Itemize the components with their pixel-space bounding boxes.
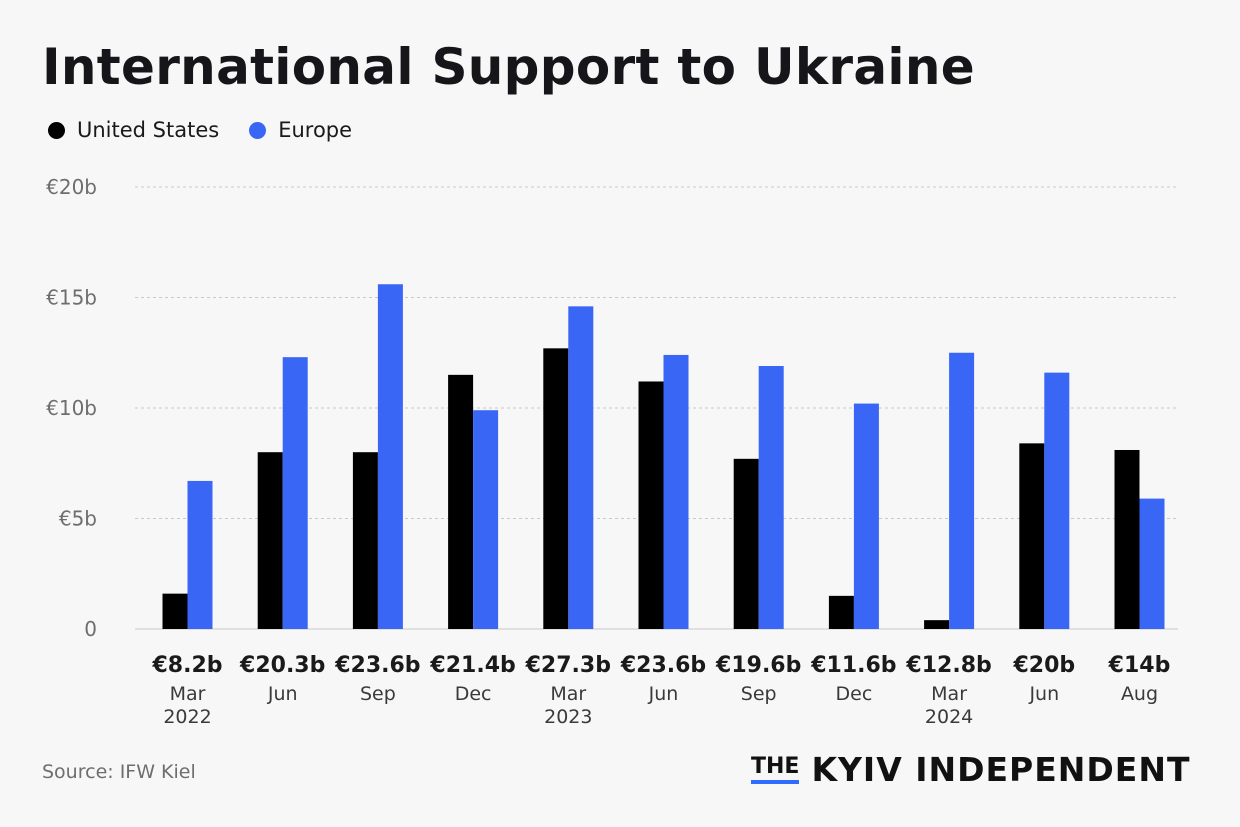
y-tick-label: 0	[84, 617, 97, 641]
legend: United States Europe	[48, 118, 352, 142]
bar-us	[162, 593, 188, 629]
category-total-label: €11.6b	[810, 653, 896, 678]
bar-europe	[1139, 498, 1165, 629]
source-note: Source: IFW Kiel	[42, 761, 196, 783]
bar-us	[352, 452, 378, 629]
category-month-label: Mar	[931, 683, 967, 705]
bar-europe	[663, 354, 689, 629]
category-month-label: Sep	[360, 683, 396, 705]
legend-label-us: United States	[77, 118, 220, 142]
bar-europe	[568, 306, 594, 629]
bar-europe	[377, 284, 403, 629]
category-month-label: Aug	[1121, 683, 1158, 705]
bar-us	[257, 452, 283, 629]
category-total-label: €23.6b	[620, 653, 706, 678]
category-month-label: Sep	[741, 683, 777, 705]
legend-label-europe: Europe	[278, 118, 353, 142]
y-tick-label: €20b	[46, 175, 97, 199]
category-month-label: Jun	[1028, 683, 1059, 705]
category-year-label: 2024	[925, 706, 973, 728]
category-month-label: Mar	[170, 683, 206, 705]
category-year-label: 2023	[544, 706, 592, 728]
category-month-label: Dec	[836, 683, 873, 705]
category-total-label: €12.8b	[905, 653, 991, 678]
bar-europe	[282, 357, 308, 629]
category-total-label: €23.6b	[334, 653, 420, 678]
bar-us	[1114, 449, 1140, 629]
bar-europe	[949, 352, 975, 629]
brand-logo: THE KYIV INDEPENDENT	[751, 752, 1190, 788]
legend-dot-us-icon	[48, 121, 65, 139]
category-month-label: Dec	[455, 683, 492, 705]
category-month-label: Jun	[648, 683, 679, 705]
bar-us	[448, 374, 474, 629]
category-total-label: €27.3b	[525, 653, 611, 678]
y-tick-label: €15b	[46, 286, 97, 310]
category-total-label: €20.3b	[239, 653, 325, 678]
bar-us	[638, 381, 664, 629]
bar-us	[924, 620, 950, 629]
bar-us	[733, 458, 759, 629]
category-total-label: €14b	[1108, 653, 1171, 678]
category-total-label: €20b	[1012, 653, 1075, 678]
category-total-label: €19.6b	[715, 653, 801, 678]
category-month-label: Mar	[550, 683, 586, 705]
legend-dot-europe-icon	[249, 121, 267, 139]
legend-item-us: United States	[48, 118, 219, 142]
bar-europe	[1044, 372, 1070, 629]
brand-the: THE	[751, 752, 800, 784]
bar-europe	[473, 410, 499, 629]
bar-europe	[853, 403, 879, 629]
category-total-label: €8.2b	[151, 653, 222, 678]
bar-europe	[758, 366, 784, 629]
brand-name: KYIV INDEPENDENT	[811, 750, 1191, 789]
category-month-label: Jun	[267, 683, 298, 705]
bar-us	[828, 595, 854, 629]
bar-europe	[187, 480, 213, 629]
bar-us	[543, 348, 569, 629]
y-tick-label: €5b	[59, 507, 97, 531]
chart-title: International Support to Ukraine	[42, 38, 975, 96]
bar-us	[1019, 443, 1045, 629]
legend-item-europe: Europe	[249, 118, 352, 142]
y-tick-label: €10b	[46, 396, 97, 420]
category-total-label: €21.4b	[429, 653, 515, 678]
category-year-label: 2022	[163, 706, 211, 728]
